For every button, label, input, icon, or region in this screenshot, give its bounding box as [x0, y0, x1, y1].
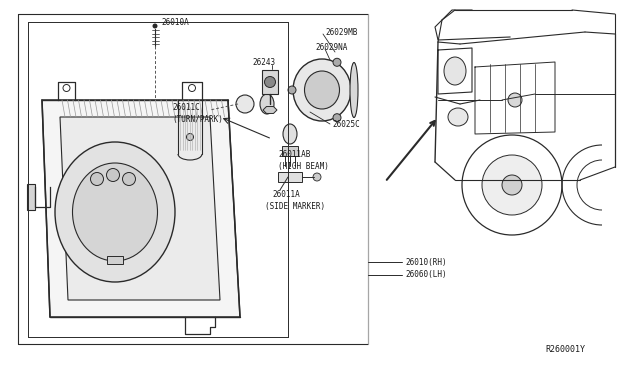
Circle shape: [90, 173, 104, 186]
Circle shape: [63, 84, 70, 92]
Ellipse shape: [305, 71, 339, 109]
Circle shape: [106, 169, 120, 182]
Ellipse shape: [236, 95, 254, 113]
Circle shape: [333, 58, 341, 66]
Bar: [27, 184, 35, 210]
Polygon shape: [60, 117, 220, 300]
Circle shape: [482, 155, 542, 215]
Bar: [262, 70, 278, 94]
Circle shape: [288, 86, 296, 94]
Text: 26011A: 26011A: [272, 189, 300, 199]
Text: 26060(LH): 26060(LH): [405, 270, 447, 279]
Circle shape: [333, 114, 341, 122]
Text: 26011AB: 26011AB: [278, 150, 310, 158]
Circle shape: [152, 23, 157, 29]
Text: (HIGH BEAM): (HIGH BEAM): [278, 161, 329, 170]
Circle shape: [508, 93, 522, 107]
Ellipse shape: [283, 124, 297, 144]
Text: 26011C: 26011C: [172, 103, 200, 112]
Text: 26010(RH): 26010(RH): [405, 257, 447, 266]
Ellipse shape: [448, 108, 468, 126]
Ellipse shape: [55, 142, 175, 282]
Circle shape: [313, 173, 321, 181]
Text: (TURN/PARK): (TURN/PARK): [172, 115, 223, 124]
Text: R260001Y: R260001Y: [545, 346, 585, 355]
Text: 26243: 26243: [252, 58, 275, 67]
Polygon shape: [263, 106, 277, 113]
Ellipse shape: [72, 163, 157, 261]
Ellipse shape: [350, 62, 358, 118]
Circle shape: [189, 84, 195, 92]
Circle shape: [502, 175, 522, 195]
Text: (SIDE MARKER): (SIDE MARKER): [265, 202, 325, 211]
Circle shape: [122, 173, 136, 186]
Bar: [278, 172, 302, 182]
Circle shape: [186, 134, 193, 141]
Bar: [282, 146, 298, 156]
Text: 26029NA: 26029NA: [315, 42, 348, 51]
Ellipse shape: [260, 94, 274, 114]
Circle shape: [462, 135, 562, 235]
Text: 26025C: 26025C: [332, 119, 360, 128]
Ellipse shape: [444, 57, 466, 85]
Bar: [107, 256, 123, 264]
Ellipse shape: [293, 59, 351, 121]
Circle shape: [264, 77, 275, 87]
Polygon shape: [42, 100, 240, 317]
Text: 26029MB: 26029MB: [325, 28, 357, 36]
Text: 26010A: 26010A: [161, 17, 189, 26]
